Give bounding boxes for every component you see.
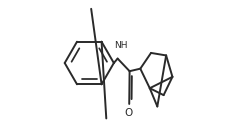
Text: O: O	[124, 108, 132, 118]
Text: NH: NH	[114, 41, 127, 51]
